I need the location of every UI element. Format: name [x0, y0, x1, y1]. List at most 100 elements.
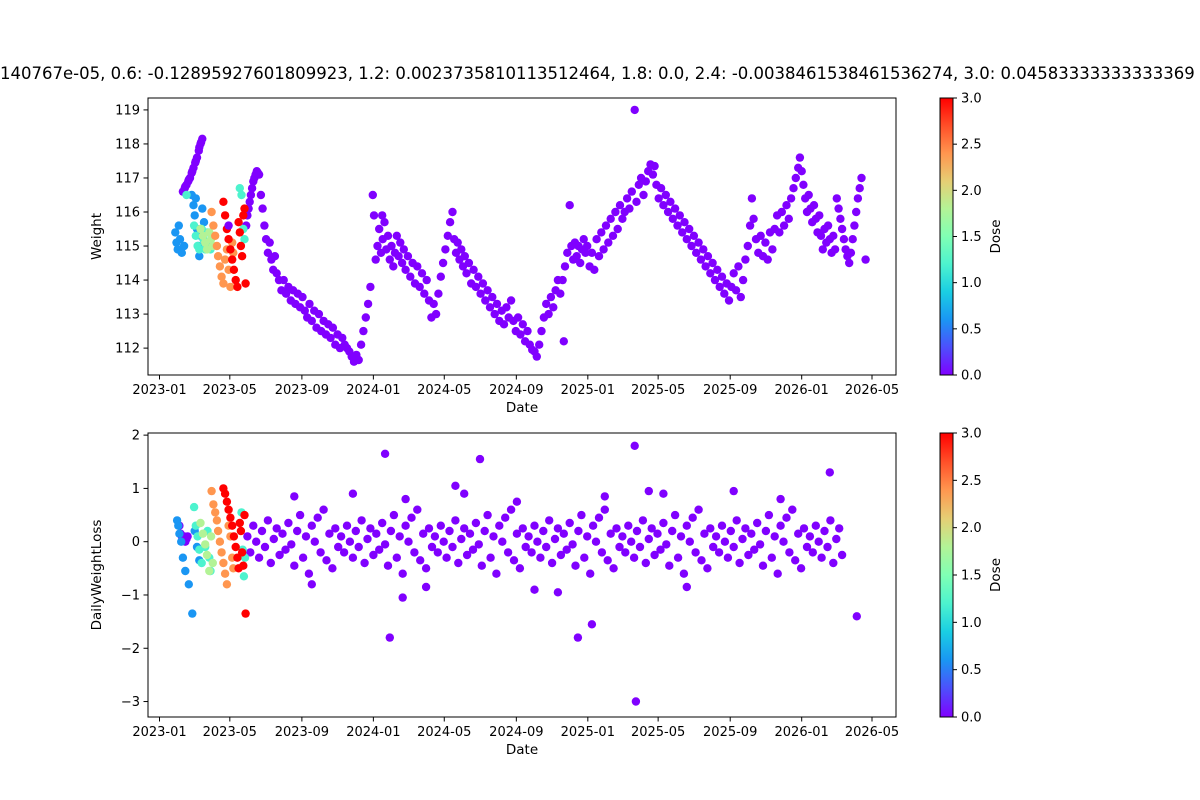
scatter-point — [556, 550, 566, 560]
scatter-point — [399, 245, 408, 254]
scatter-point — [726, 526, 735, 536]
scatter-point — [240, 510, 249, 520]
scatter-point — [380, 449, 390, 458]
x-tick-label: 2023-05 — [203, 725, 257, 740]
scatter-point — [383, 231, 393, 240]
scatter-point — [811, 521, 820, 530]
scatter-point — [729, 542, 738, 552]
scatter-point — [604, 238, 613, 247]
scatter-point — [181, 566, 190, 576]
scatter-point — [404, 537, 413, 546]
scatter-point — [665, 561, 674, 570]
scatter-point — [817, 553, 826, 562]
scatter-point — [689, 231, 699, 240]
x-tick-label: 2025-05 — [631, 725, 685, 740]
scatter-point — [290, 561, 299, 570]
scatter-point — [644, 486, 653, 496]
scatter-point — [260, 542, 270, 552]
scatter-point — [743, 241, 752, 251]
scatter-point — [410, 548, 419, 557]
scatter-point — [577, 510, 586, 520]
scatter-point — [197, 558, 206, 568]
scatter-point — [363, 534, 372, 544]
scatter-point — [599, 245, 608, 254]
scatter-point — [535, 340, 544, 349]
scatter-point — [237, 548, 247, 557]
scatter-point — [263, 248, 273, 257]
scatter-point — [550, 534, 560, 544]
scatter-point — [369, 550, 378, 560]
scatter-point — [536, 553, 545, 562]
scatter-point — [394, 252, 403, 261]
scatter-point — [398, 593, 407, 602]
scatter-point — [228, 521, 237, 530]
scatter-point — [224, 235, 233, 244]
scatter-point — [239, 561, 248, 570]
scatter-point — [701, 262, 710, 271]
scatter-point — [606, 214, 615, 223]
scatter-point — [195, 252, 204, 261]
scatter-point — [322, 556, 331, 565]
scatter-point — [222, 580, 232, 589]
scatter-point — [784, 214, 793, 223]
scatter-point — [206, 532, 216, 541]
scatter-point — [673, 221, 682, 230]
scatter-point — [431, 309, 441, 319]
scatter-point — [755, 540, 765, 549]
scatter-point — [735, 558, 744, 568]
scatter-point — [460, 252, 469, 261]
scatter-point — [532, 352, 541, 361]
x-tick-label: 2025-09 — [703, 383, 757, 398]
scatter-point — [237, 252, 247, 261]
scatter-point — [316, 548, 325, 557]
scatter-point — [462, 269, 471, 278]
scatter-point — [488, 292, 497, 302]
scatter-point — [621, 548, 630, 557]
scatter-point — [211, 508, 220, 517]
scatter-point — [592, 235, 601, 244]
scatter-point — [474, 540, 483, 549]
y-tick-label: 115 — [115, 240, 140, 255]
scatter-point — [749, 214, 758, 223]
scatter-point — [483, 286, 492, 295]
scatter-point — [226, 282, 235, 292]
scatter-point — [395, 532, 404, 541]
scatter-point — [198, 529, 208, 538]
scatter-point — [417, 269, 427, 278]
scatter-point — [249, 521, 258, 530]
scatter-point — [502, 303, 511, 312]
y-axis-label: DailyWeightLoss — [89, 520, 105, 631]
scatter-point — [363, 299, 373, 309]
scatter-point — [675, 211, 684, 220]
scatter-point — [310, 537, 319, 546]
scatter-point — [729, 486, 738, 496]
scatter-point — [629, 553, 639, 562]
colorbar-tick-label: 3.0 — [961, 92, 982, 107]
scatter-point — [656, 545, 665, 554]
scatter-point — [678, 228, 687, 237]
y-tick-label: 112 — [115, 342, 140, 357]
scatter-point — [252, 537, 261, 546]
scatter-point — [670, 510, 680, 520]
scatter-point — [661, 190, 670, 200]
scatter-point — [600, 492, 609, 501]
scatter-point — [796, 564, 806, 573]
scatter-point — [448, 207, 457, 217]
scatter-point — [503, 548, 513, 557]
scatter-point — [171, 228, 180, 237]
scatter-point — [809, 201, 819, 210]
scatter-point — [319, 505, 328, 514]
scatter-point — [563, 248, 572, 257]
scatter-point — [460, 489, 469, 498]
scatter-point — [460, 524, 469, 533]
scatter-point — [770, 532, 779, 541]
scatter-point — [202, 550, 212, 560]
scatter-point — [795, 153, 805, 162]
scatter-point — [597, 228, 606, 237]
scatter-point — [720, 537, 730, 546]
scatter-point — [445, 526, 454, 536]
scatter-point — [434, 289, 443, 298]
scatter-point — [818, 245, 827, 254]
colorbar-tick-label: 3.0 — [961, 427, 982, 442]
scatter-point — [212, 516, 222, 525]
